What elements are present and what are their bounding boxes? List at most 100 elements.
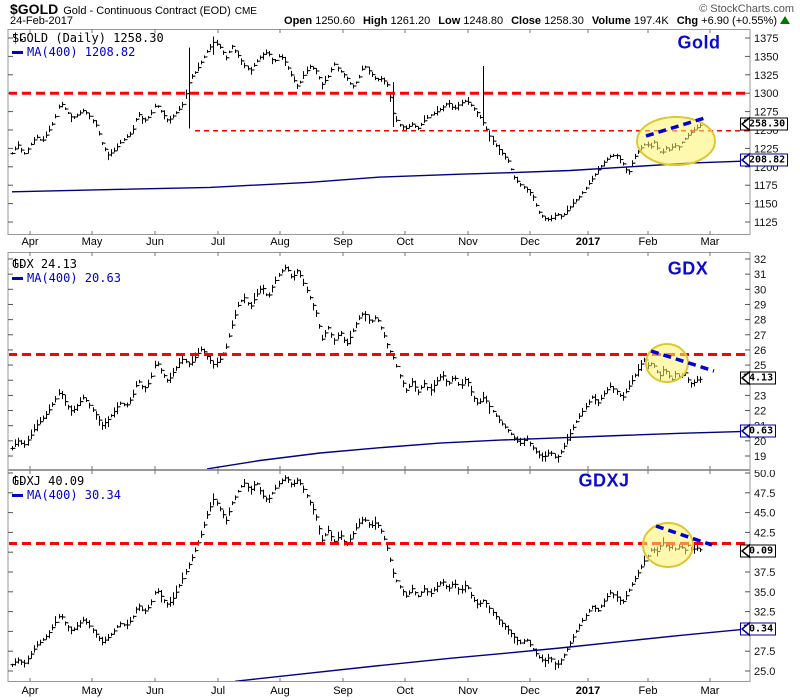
quote-value: 197.4K: [630, 15, 669, 27]
quote-label: Volume: [591, 15, 631, 27]
y-axis-label: 31: [754, 269, 766, 281]
y-axis-label: 32.5: [754, 607, 775, 619]
price-bars: [10, 264, 703, 463]
y-axis-label: 35.0: [754, 587, 775, 599]
y-axis-label: 22: [754, 406, 766, 418]
annotation-gdxj: GDXJ: [578, 470, 630, 491]
y-axis-label: 1300: [754, 88, 778, 100]
y-axis-label: 1125: [754, 217, 778, 229]
legend-ma-row: MA(400) 30.34: [12, 488, 121, 502]
month-label: Nov: [458, 236, 478, 248]
month-label: Jun: [146, 236, 164, 248]
legend-symbol-text: $GOLD (Daily) 1258.30: [12, 31, 164, 45]
plot-content: [9, 475, 749, 681]
month-label: Oct: [396, 685, 414, 697]
tag-arrow-icon: [741, 544, 750, 559]
y-axis-label: 23: [754, 390, 766, 402]
y-axis-label: 1325: [754, 70, 778, 82]
quote-label: Chg: [676, 15, 699, 27]
legend-ma-text: MA(400) 30.34: [27, 488, 121, 502]
chart-type-icon: [13, 32, 23, 42]
quote-value: 1261.20: [387, 15, 431, 27]
legend-symbol-text: GDX 24.13: [12, 257, 78, 271]
month-label: Jul: [210, 685, 226, 697]
last-price-tag: 24.13: [740, 370, 777, 386]
y-axis-label: 29: [754, 299, 766, 311]
legend-ma-row: MA(400) 20.63: [12, 271, 121, 285]
chart-type-icon: [13, 475, 23, 485]
plot-border: [7, 470, 751, 682]
chart-panel-gdxj: 25.027.530.032.535.037.540.042.545.047.5…: [0, 470, 800, 682]
month-label: Mar: [700, 236, 720, 248]
ma-value-tag: 30.34: [740, 621, 777, 637]
quote-label: Open: [284, 15, 313, 27]
quote-label: Low: [438, 15, 461, 27]
month-label: 2017: [575, 236, 601, 248]
up-triangle-icon: [780, 16, 790, 24]
quote-value: 1250.60: [312, 15, 355, 27]
quote-value: +6.90 (+0.55%): [698, 15, 777, 27]
legend-symbol-row: $GOLD (Daily) 1258.30: [12, 31, 164, 45]
chart-type-icon: [13, 258, 23, 268]
month-label: Dec: [520, 685, 540, 697]
price-plot: 1125115011751200122512501275130013251350…: [7, 29, 778, 235]
chart-date: 24-Feb-2017: [10, 15, 73, 27]
y-axis-label: 42.5: [754, 527, 775, 539]
ma-400-line: [234, 628, 749, 681]
quote-label: High: [362, 15, 388, 27]
ma-line-swatch: [12, 50, 23, 54]
ma-400-line: [11, 160, 749, 193]
ma-400-line: [206, 430, 749, 469]
month-axis-row: Apr May Jun Jul Aug Sep Oct Nov Dec 2017 Feb Mar: [0, 684, 800, 700]
month-label: Nov: [458, 685, 478, 697]
plot-content: [9, 36, 749, 222]
month-label: May: [81, 685, 103, 697]
y-axis-label: 1175: [754, 180, 778, 192]
trendline: [645, 115, 709, 138]
month-label: Sep: [333, 685, 353, 697]
month-label: Jun: [146, 685, 164, 697]
highlight-ellipse: [636, 116, 716, 166]
tag-arrow-icon: [741, 116, 750, 132]
y-axis-label: 19: [754, 451, 766, 463]
y-axis-label: 26: [754, 345, 766, 357]
ma-line-swatch: [12, 276, 23, 280]
header: $GOLD Gold - Continuous Contract (EOD) CME: [10, 1, 795, 17]
last-price-tag: 40.09: [740, 544, 777, 559]
ma-value-tag: 20.63: [740, 423, 777, 439]
month-label: Feb: [638, 685, 658, 697]
exchange-label: CME: [234, 6, 257, 17]
legend-symbol-text: GDXJ 40.09: [12, 474, 85, 488]
y-axis-label: 47.5: [754, 488, 775, 500]
y-axis-label: 28: [754, 315, 766, 327]
y-axis-label: 30: [754, 284, 766, 296]
trendline: [650, 349, 715, 373]
y-axis-label: 45.0: [754, 508, 775, 520]
price-plot: 25.027.530.032.535.037.540.042.545.047.5…: [7, 470, 775, 682]
trendline: [655, 524, 713, 547]
month-label: Sep: [333, 236, 353, 248]
y-axis-label: 1150: [754, 199, 778, 211]
month-label: May: [81, 236, 103, 248]
quote-row: 24-Feb-2017 Open 1250.60 High 1261.20 Low …: [10, 15, 795, 28]
month-label: Mar: [700, 685, 720, 697]
y-axis-label: 1275: [754, 107, 778, 119]
month-label: Oct: [396, 236, 414, 248]
month-label: Jul: [210, 236, 226, 248]
annotation-gold: Gold: [677, 32, 721, 53]
price-bars: [10, 475, 703, 670]
legend-ma-text: MA(400) 20.63: [27, 271, 121, 285]
month-axis-row: Apr May Jun Jul Aug Sep Oct Nov Dec 2017 Feb Mar: [0, 235, 800, 251]
y-axis-label: 20: [754, 436, 766, 448]
month-label: Feb: [638, 236, 658, 248]
legend-symbol-row: GDXJ 40.09: [12, 474, 84, 488]
tag-value: 1208.82: [740, 153, 789, 167]
copyright-label: © StockCharts.com: [699, 3, 794, 15]
chart-panel-gold: 1125 1150 1175 1200 1225 1250 1275 1300 1325 1350…: [0, 29, 800, 235]
ma-line-swatch: [12, 493, 23, 497]
y-axis-label: 37.5: [754, 567, 775, 579]
highlight-ellipse: [642, 522, 694, 568]
month-label: Apr: [21, 685, 39, 697]
chart-panel-gdx: 1920212223242526272829303132GDX 24.13MA(…: [0, 252, 800, 470]
